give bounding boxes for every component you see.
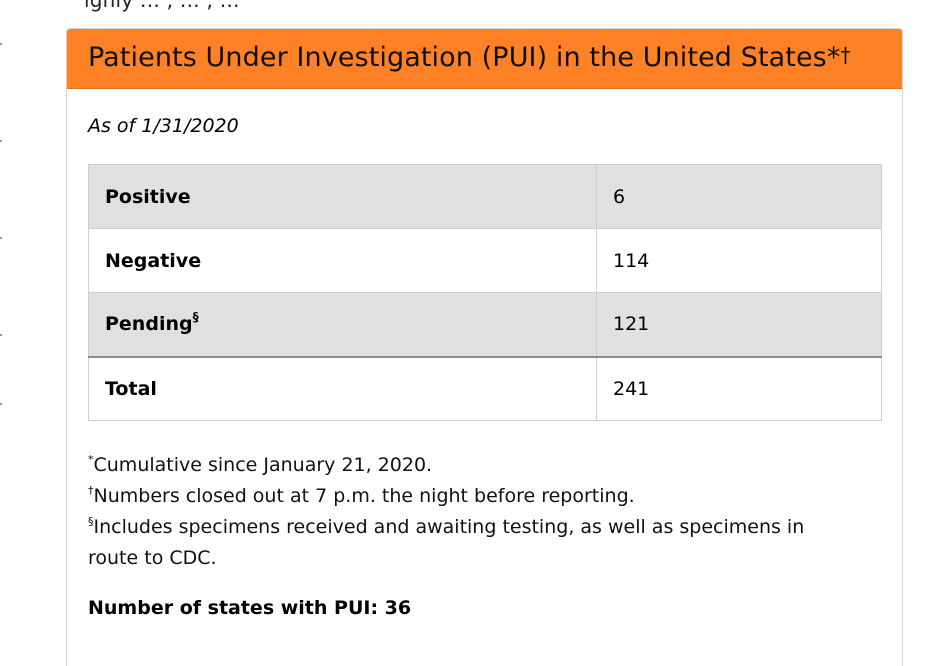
row-label-text: Total — [105, 377, 157, 400]
card-title-text: Patients Under Investigation (PUI) in th… — [88, 42, 841, 73]
row-value: 121 — [596, 292, 882, 357]
row-value: 241 — [596, 355, 882, 421]
footnote: §Includes specimens received and awaitin… — [88, 512, 848, 574]
row-value: 114 — [596, 228, 882, 293]
footnote: *Cumulative since January 21, 2020. — [88, 450, 848, 481]
pui-card: Patients Under Investigation (PUI) in th… — [66, 28, 903, 666]
edge-mark — [0, 334, 2, 336]
footnote-text: Includes specimens received and awaiting… — [88, 516, 805, 569]
row-label-text: Positive — [105, 185, 191, 208]
table-row: Positive 6 — [88, 164, 882, 229]
edge-mark — [0, 140, 2, 142]
table-row: Pending§ 121 — [88, 292, 882, 357]
cut-off-text: ighly … , … , … — [84, 0, 240, 12]
card-title-dagger: † — [840, 43, 851, 67]
footnote-text: Numbers closed out at 7 p.m. the night b… — [93, 485, 635, 507]
states-summary: Number of states with PUI: 36 — [88, 597, 412, 619]
card-header: Patients Under Investigation (PUI) in th… — [67, 29, 902, 89]
footnote-marker: † — [88, 484, 94, 497]
footnote-marker: § — [88, 515, 94, 528]
card-title: Patients Under Investigation (PUI) in th… — [88, 42, 902, 73]
row-label: Total — [88, 355, 597, 421]
row-label: Pending§ — [88, 292, 597, 357]
table-row: Negative 114 — [88, 228, 882, 293]
row-value: 6 — [596, 164, 882, 229]
footnote-text: Cumulative since January 21, 2020. — [93, 454, 433, 476]
row-label-text: Negative — [105, 249, 202, 272]
footnote-marker: § — [192, 310, 199, 325]
footnotes: *Cumulative since January 21, 2020. †Num… — [88, 450, 848, 574]
edge-mark — [0, 43, 2, 45]
pui-table: Positive 6 Negative 114 Pending§ 121 Tot… — [88, 164, 882, 421]
edge-mark — [0, 237, 2, 239]
as-of-date: As of 1/31/2020 — [88, 115, 239, 137]
row-label-text: Pending — [105, 313, 193, 336]
edge-mark — [0, 403, 2, 405]
row-label: Positive — [88, 164, 597, 229]
footnote: †Numbers closed out at 7 p.m. the night … — [88, 481, 848, 512]
row-label: Negative — [88, 228, 597, 293]
footnote-marker: * — [88, 453, 94, 466]
table-row-total: Total 241 — [88, 355, 882, 421]
